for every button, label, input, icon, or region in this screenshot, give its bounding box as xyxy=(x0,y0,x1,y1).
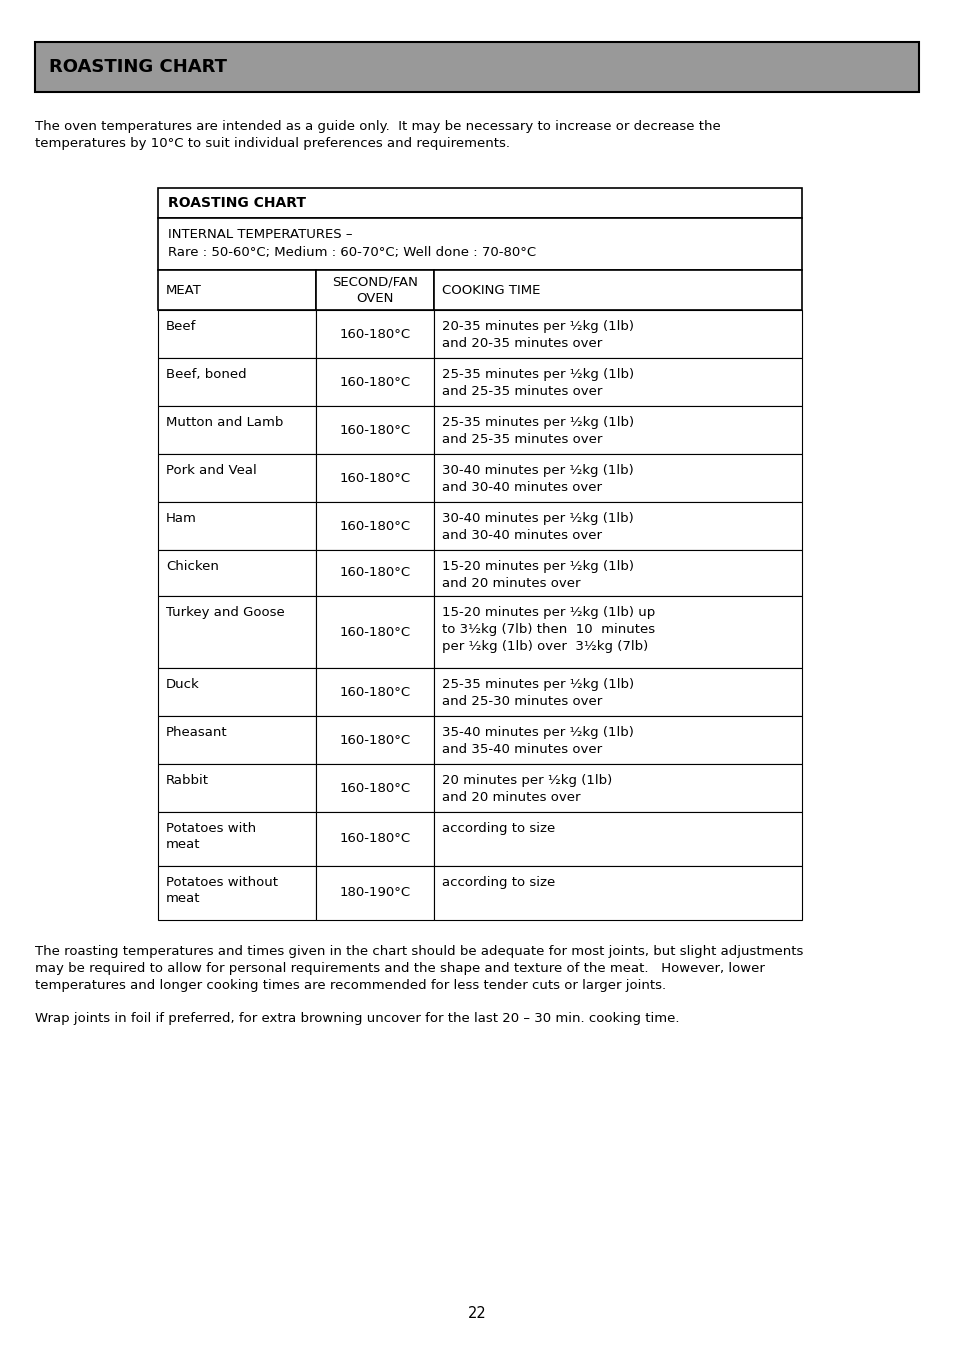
Text: 160-180°C: 160-180°C xyxy=(339,832,410,846)
Text: Potatoes with
meat: Potatoes with meat xyxy=(166,821,255,851)
Bar xyxy=(315,716,434,765)
Text: The roasting temperatures and times given in the chart should be adequate for mo: The roasting temperatures and times give… xyxy=(35,944,802,958)
Bar xyxy=(158,667,315,716)
Text: Rabbit: Rabbit xyxy=(166,774,209,788)
Bar xyxy=(35,42,918,92)
Bar xyxy=(434,407,801,454)
Bar xyxy=(158,716,315,765)
Bar xyxy=(315,765,434,812)
Bar xyxy=(315,866,434,920)
Bar xyxy=(434,550,801,596)
Text: Rare : 50-60°C; Medium : 60-70°C; Well done : 70-80°C: Rare : 50-60°C; Medium : 60-70°C; Well d… xyxy=(168,246,536,259)
Bar xyxy=(434,667,801,716)
Bar xyxy=(315,596,434,667)
Text: Wrap joints in foil if preferred, for extra browning uncover for the last 20 – 3: Wrap joints in foil if preferred, for ex… xyxy=(35,1012,679,1025)
Text: MEAT: MEAT xyxy=(166,284,202,296)
Text: temperatures and longer cooking times are recommended for less tender cuts or la: temperatures and longer cooking times ar… xyxy=(35,979,665,992)
Text: 160-180°C: 160-180°C xyxy=(339,471,410,485)
Bar xyxy=(158,503,315,550)
Bar xyxy=(158,812,315,866)
Bar xyxy=(315,309,434,358)
Text: 20 minutes per ½kg (1lb)
and 20 minutes over: 20 minutes per ½kg (1lb) and 20 minutes … xyxy=(441,774,612,804)
Text: 160-180°C: 160-180°C xyxy=(339,626,410,639)
Bar xyxy=(158,550,315,596)
Text: Pork and Veal: Pork and Veal xyxy=(166,463,256,477)
Text: according to size: according to size xyxy=(441,821,555,835)
Text: 35-40 minutes per ½kg (1lb)
and 35-40 minutes over: 35-40 minutes per ½kg (1lb) and 35-40 mi… xyxy=(441,725,633,757)
Bar xyxy=(158,454,315,503)
Bar xyxy=(434,454,801,503)
Bar xyxy=(158,270,315,309)
Text: Ham: Ham xyxy=(166,512,196,526)
Text: Turkey and Goose: Turkey and Goose xyxy=(166,607,284,619)
Bar xyxy=(434,716,801,765)
Bar xyxy=(315,503,434,550)
Bar xyxy=(434,358,801,407)
Text: Potatoes without
meat: Potatoes without meat xyxy=(166,875,277,905)
Text: Mutton and Lamb: Mutton and Lamb xyxy=(166,416,283,430)
Bar xyxy=(434,596,801,667)
Text: 30-40 minutes per ½kg (1lb)
and 30-40 minutes over: 30-40 minutes per ½kg (1lb) and 30-40 mi… xyxy=(441,463,633,494)
Text: according to size: according to size xyxy=(441,875,555,889)
Text: SECOND/FAN
OVEN: SECOND/FAN OVEN xyxy=(332,276,417,304)
Bar xyxy=(158,407,315,454)
Text: 22: 22 xyxy=(467,1305,486,1320)
Text: Beef, boned: Beef, boned xyxy=(166,367,247,381)
Bar xyxy=(434,765,801,812)
Text: ROASTING CHART: ROASTING CHART xyxy=(49,58,227,76)
Text: INTERNAL TEMPERATURES –: INTERNAL TEMPERATURES – xyxy=(168,228,352,240)
Bar xyxy=(315,407,434,454)
Bar xyxy=(315,358,434,407)
Bar xyxy=(158,866,315,920)
Text: COOKING TIME: COOKING TIME xyxy=(441,284,539,296)
Text: 160-180°C: 160-180°C xyxy=(339,566,410,580)
Bar xyxy=(434,270,801,309)
Text: 25-35 minutes per ½kg (1lb)
and 25-35 minutes over: 25-35 minutes per ½kg (1lb) and 25-35 mi… xyxy=(441,367,634,399)
Bar xyxy=(434,503,801,550)
Text: temperatures by 10°C to suit individual preferences and requirements.: temperatures by 10°C to suit individual … xyxy=(35,136,510,150)
Text: Pheasant: Pheasant xyxy=(166,725,228,739)
Text: The oven temperatures are intended as a guide only.  It may be necessary to incr: The oven temperatures are intended as a … xyxy=(35,120,720,132)
Text: 30-40 minutes per ½kg (1lb)
and 30-40 minutes over: 30-40 minutes per ½kg (1lb) and 30-40 mi… xyxy=(441,512,633,542)
Text: ROASTING CHART: ROASTING CHART xyxy=(168,196,306,209)
Bar xyxy=(158,188,801,218)
Bar xyxy=(315,270,434,309)
Bar xyxy=(315,550,434,596)
Bar xyxy=(315,454,434,503)
Bar xyxy=(315,667,434,716)
Text: 160-180°C: 160-180°C xyxy=(339,423,410,436)
Bar xyxy=(434,309,801,358)
Bar xyxy=(158,309,315,358)
Text: may be required to allow for personal requirements and the shape and texture of : may be required to allow for personal re… xyxy=(35,962,764,975)
Bar xyxy=(434,812,801,866)
Text: Duck: Duck xyxy=(166,678,199,690)
Bar xyxy=(158,358,315,407)
Text: 160-180°C: 160-180°C xyxy=(339,376,410,389)
Text: 160-180°C: 160-180°C xyxy=(339,327,410,340)
Text: 25-35 minutes per ½kg (1lb)
and 25-35 minutes over: 25-35 minutes per ½kg (1lb) and 25-35 mi… xyxy=(441,416,634,446)
Text: 15-20 minutes per ½kg (1lb)
and 20 minutes over: 15-20 minutes per ½kg (1lb) and 20 minut… xyxy=(441,561,634,590)
Bar xyxy=(434,866,801,920)
Text: 160-180°C: 160-180°C xyxy=(339,781,410,794)
Text: 20-35 minutes per ½kg (1lb)
and 20-35 minutes over: 20-35 minutes per ½kg (1lb) and 20-35 mi… xyxy=(441,320,634,350)
Bar xyxy=(158,765,315,812)
Text: Beef: Beef xyxy=(166,320,196,332)
Text: 25-35 minutes per ½kg (1lb)
and 25-30 minutes over: 25-35 minutes per ½kg (1lb) and 25-30 mi… xyxy=(441,678,634,708)
Text: 15-20 minutes per ½kg (1lb) up
to 3½kg (7lb) then  10  minutes
per ½kg (1lb) ove: 15-20 minutes per ½kg (1lb) up to 3½kg (… xyxy=(441,607,655,653)
Text: 160-180°C: 160-180°C xyxy=(339,520,410,532)
Bar xyxy=(158,596,315,667)
Text: 160-180°C: 160-180°C xyxy=(339,734,410,747)
Bar xyxy=(158,218,801,270)
Bar xyxy=(315,812,434,866)
Text: 180-190°C: 180-190°C xyxy=(339,886,410,900)
Text: 160-180°C: 160-180°C xyxy=(339,685,410,698)
Text: Chicken: Chicken xyxy=(166,561,218,573)
